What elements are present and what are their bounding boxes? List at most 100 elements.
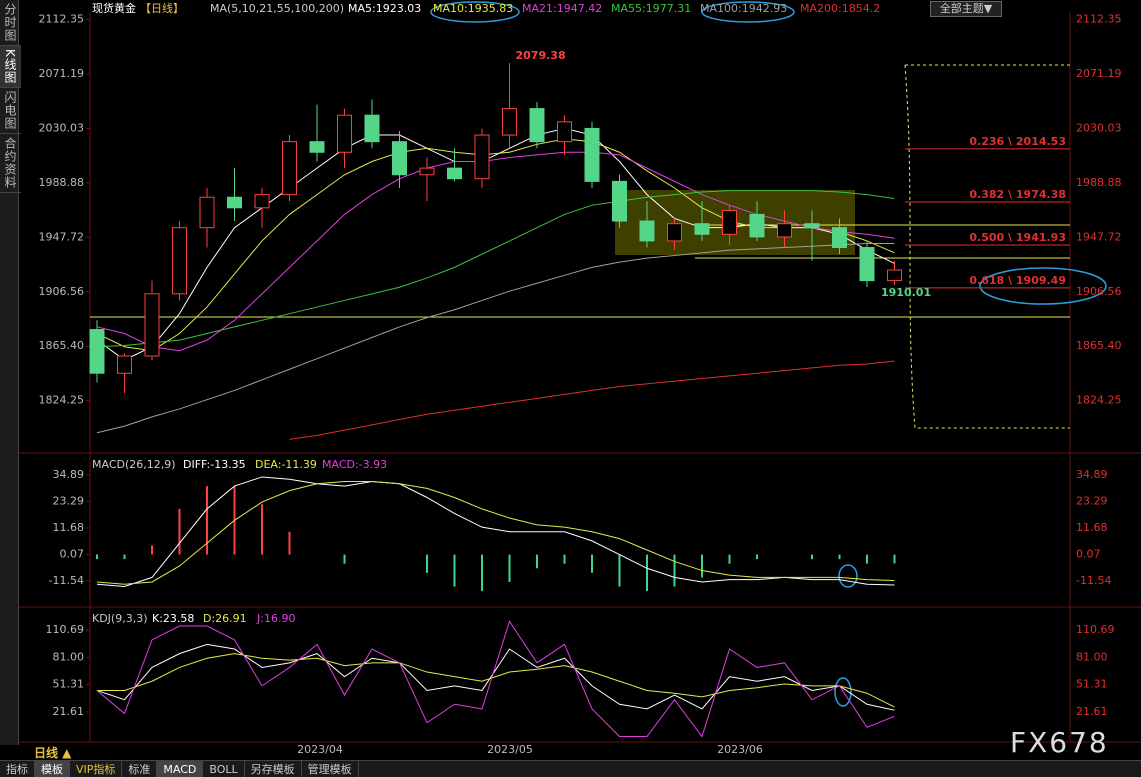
highlight-ellipse — [430, 1, 520, 23]
x-axis-label: 2023/06 — [717, 743, 763, 756]
y2-tick-label: 1906.56 — [1076, 285, 1122, 298]
y2-tick-label: 51.31 — [1076, 678, 1108, 691]
candle-body — [199, 196, 215, 229]
panel-title: MACD(26,12,9) — [92, 458, 176, 471]
indicator-line — [289, 360, 895, 440]
y2-tick-label: 21.61 — [1076, 705, 1108, 718]
sidebar-tab[interactable]: 闪电图 — [0, 88, 21, 134]
candle-body — [227, 196, 242, 209]
fib-label: 0.618 \ 1909.49 — [969, 274, 1066, 287]
y-tick-label: 23.29 — [53, 494, 85, 507]
indicator-line — [96, 643, 895, 711]
toolbar-button[interactable]: 模板 — [35, 761, 70, 777]
highlight-ellipse — [838, 564, 858, 588]
legend-entry: J:16.90 — [256, 612, 295, 625]
candle-body — [722, 209, 737, 235]
toolbar-button[interactable]: 指标 — [0, 761, 35, 777]
toolbar-button[interactable]: VIP指标 — [70, 761, 123, 777]
sidebar-tab[interactable]: 分时图 — [0, 0, 21, 46]
fib-label: 0.500 \ 1941.93 — [969, 231, 1066, 244]
candle-body — [639, 220, 655, 242]
toolbar-button[interactable]: 管理模板 — [302, 761, 359, 777]
candle-body — [392, 141, 407, 176]
fib-label: 0.236 \ 2014.53 — [969, 135, 1066, 148]
indicator-line — [97, 653, 895, 708]
candle-body — [804, 223, 820, 229]
fib-label: 0.382 \ 1974.38 — [969, 188, 1066, 201]
sidebar: 分时图 K线图 闪电图 合约资料 — [0, 0, 21, 745]
y2-tick-label: 1824.25 — [1076, 394, 1122, 407]
y-tick-label: 51.31 — [53, 678, 85, 691]
candle-body — [282, 141, 297, 196]
low-annotation: 1910.01 — [881, 286, 931, 299]
theme-button[interactable]: 全部主题▼ — [930, 1, 1002, 17]
y2-tick-label: 2030.03 — [1076, 121, 1122, 134]
candle-body — [529, 108, 545, 143]
y-tick-label: 2071.19 — [39, 67, 85, 80]
y2-tick-label: 81.00 — [1076, 650, 1108, 663]
x-axis-label: 2023/04 — [297, 743, 343, 756]
y-tick-label: -11.54 — [49, 574, 84, 587]
y2-tick-label: 110.69 — [1076, 623, 1115, 636]
toolbar-button[interactable]: MACD — [157, 761, 204, 777]
period-button[interactable]: 日线 ▲ — [34, 746, 72, 760]
indicator-line — [96, 481, 895, 585]
legend-entry: MA200:1854.2 — [800, 2, 880, 15]
candle-body — [144, 293, 160, 357]
y2-tick-label: 2071.19 — [1076, 67, 1122, 80]
candle-body — [447, 167, 462, 180]
y-tick-label: 11.68 — [53, 521, 85, 534]
candle-body — [502, 108, 517, 136]
toolbar-button[interactable]: 另存模板 — [245, 761, 302, 777]
candle-body — [254, 194, 270, 209]
highlight-ellipse — [701, 1, 795, 23]
candle-body — [777, 223, 792, 238]
ma-label: MA(5,10,21,55,100,200) — [210, 2, 344, 15]
candle-body — [667, 223, 682, 242]
y-tick-label: 1947.72 — [39, 230, 85, 243]
toolbar: 指标 模板 VIP指标 标准 MACD BOLL 另存模板 管理模板 — [0, 760, 1141, 777]
y2-tick-label: 11.68 — [1076, 521, 1108, 534]
legend-entry: MACD:-3.93 — [322, 458, 387, 471]
y-tick-label: 2112.35 — [39, 12, 85, 25]
highlight-ellipse — [834, 677, 852, 707]
candle-body — [364, 114, 380, 143]
candle-body — [474, 134, 490, 180]
highlight-ellipse — [979, 267, 1107, 305]
candle-body — [337, 114, 352, 153]
y2-tick-label: 1947.72 — [1076, 230, 1122, 243]
y-tick-label: 1824.25 — [39, 394, 85, 407]
watermark: FX678 — [1010, 726, 1109, 759]
sidebar-tab[interactable]: K线图 — [0, 46, 21, 88]
y2-tick-label: 1865.40 — [1076, 339, 1122, 352]
legend-entry: MA10:1935.83 — [433, 2, 513, 15]
legend-entry: MA100:1942.93 — [700, 2, 787, 15]
toolbar-button[interactable]: BOLL — [203, 761, 245, 777]
x-axis-label: 2023/05 — [487, 743, 533, 756]
indicator-line — [96, 190, 895, 348]
projection-box — [904, 64, 1070, 429]
y-tick-label: 34.89 — [53, 468, 85, 481]
y-tick-label: 0.07 — [60, 547, 85, 560]
candle-body — [859, 247, 875, 282]
candle-body — [117, 355, 132, 374]
sidebar-tab[interactable]: 合约资料 — [0, 134, 21, 193]
candle-body — [557, 121, 572, 143]
y-tick-label: 1865.40 — [39, 339, 85, 352]
legend-entry: MA21:1947.42 — [522, 2, 602, 15]
period-label: 【日线】 — [140, 1, 184, 15]
indicator-line — [96, 620, 895, 738]
indicator-line — [96, 476, 895, 588]
legend-entry: DIFF:-13.35 — [183, 458, 246, 471]
toolbar-button[interactable]: 标准 — [122, 761, 158, 777]
y-tick-label: 1906.56 — [39, 285, 85, 298]
legend-entry: D:26.91 — [203, 612, 247, 625]
candle-body — [584, 127, 600, 182]
legend-entry: K:23.58 — [152, 612, 194, 625]
y2-tick-label: -11.54 — [1076, 574, 1111, 587]
indicator-line — [96, 243, 895, 434]
candle-body — [172, 227, 187, 295]
candle-body — [309, 141, 325, 153]
